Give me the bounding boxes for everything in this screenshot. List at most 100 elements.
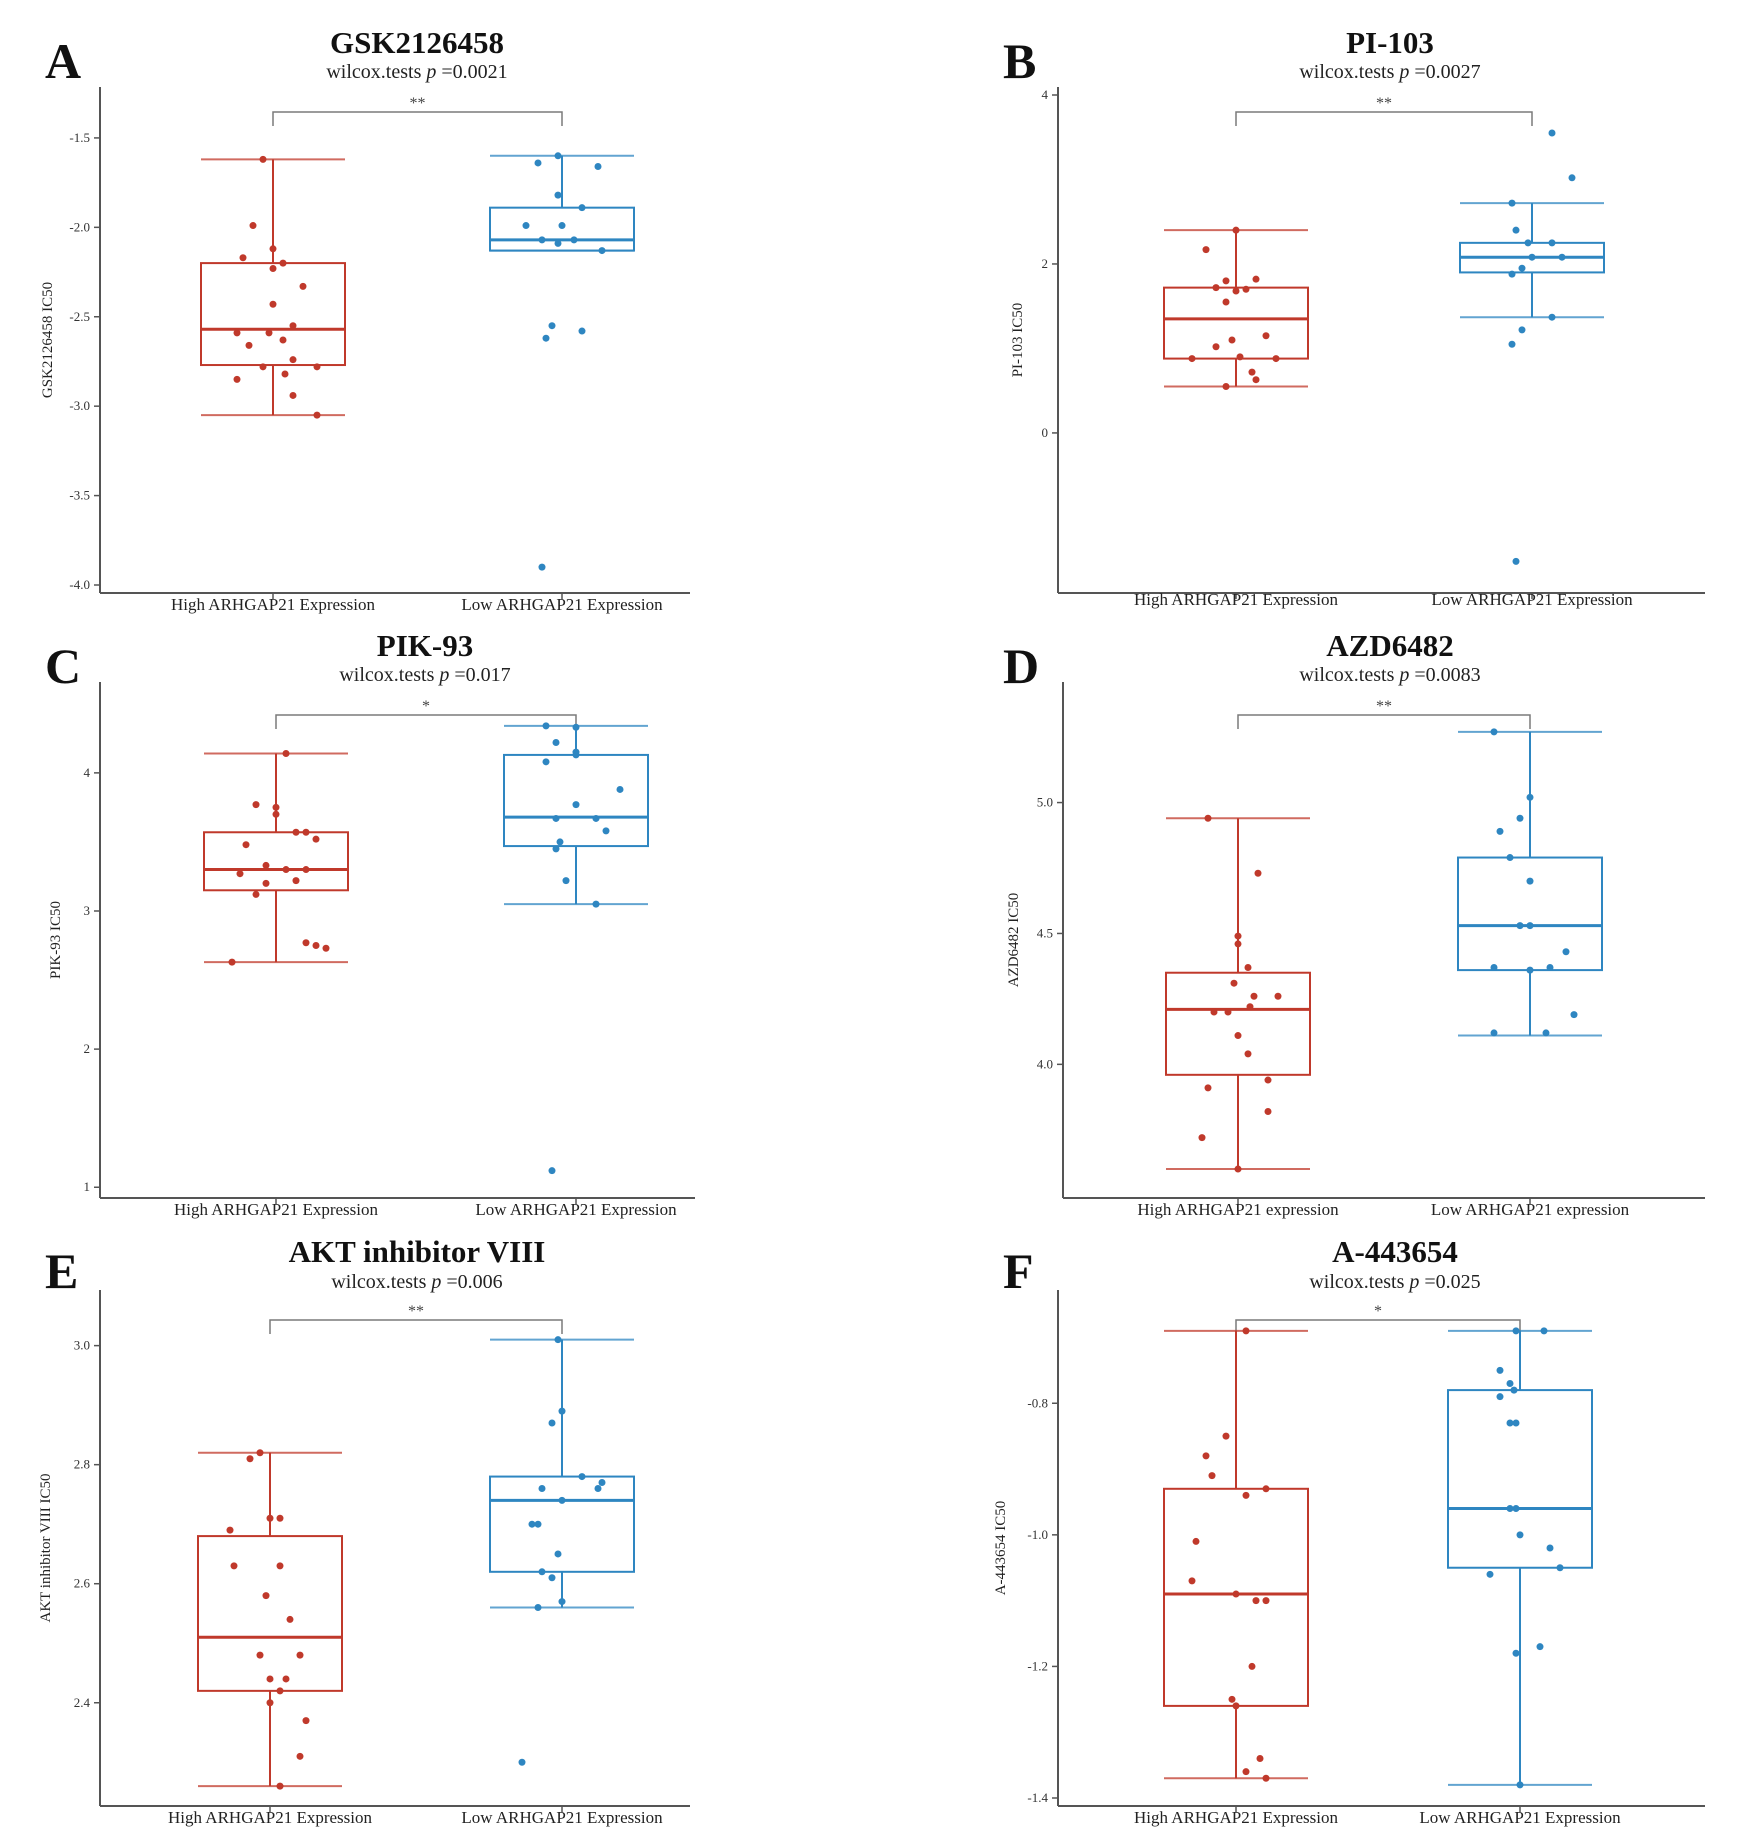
data-point	[302, 866, 310, 874]
data-point	[558, 1598, 566, 1606]
data-point	[1234, 1165, 1242, 1173]
data-point	[1222, 277, 1230, 285]
y-tick-label: -2.0	[69, 219, 90, 234]
data-point	[1536, 1643, 1544, 1651]
data-point	[548, 1574, 556, 1582]
data-point	[1232, 1590, 1240, 1598]
y-tick-label: 3.0	[74, 1338, 90, 1353]
data-point	[302, 939, 310, 947]
data-point	[266, 1675, 274, 1683]
data-point	[538, 236, 546, 244]
data-point	[1496, 1366, 1504, 1374]
data-point	[1262, 1597, 1270, 1605]
series-low	[1447, 1327, 1593, 1789]
significance-bracket	[1235, 111, 1533, 126]
data-point	[616, 785, 624, 793]
panel-letter: D	[1003, 638, 1039, 694]
panel-subtitle: wilcox.tests p =0.0083	[1299, 664, 1480, 686]
series-low	[489, 1336, 635, 1766]
box	[489, 1475, 635, 1573]
subtitle-p: p	[424, 61, 436, 83]
data-point	[1528, 253, 1536, 261]
data-point	[1518, 326, 1526, 334]
data-point	[279, 336, 287, 344]
data-point	[1244, 963, 1252, 971]
y-tick-label: 0	[1042, 425, 1049, 440]
series-high	[1163, 1327, 1309, 1782]
data-point	[1516, 1781, 1524, 1789]
box	[203, 831, 349, 892]
data-point	[598, 1479, 606, 1487]
x-category-label: High ARHGAP21 expression	[1137, 1200, 1339, 1219]
data-point	[266, 1699, 274, 1707]
data-point	[542, 758, 550, 766]
data-point	[226, 1526, 234, 1534]
data-point	[594, 163, 602, 171]
y-tick-label: 1	[84, 1179, 91, 1194]
data-point	[1252, 376, 1260, 384]
data-point	[245, 341, 253, 349]
data-point	[1490, 963, 1498, 971]
data-point	[554, 1336, 562, 1344]
data-point	[1526, 877, 1534, 885]
data-point	[572, 801, 580, 809]
data-point	[259, 363, 267, 371]
data-point	[269, 245, 277, 253]
data-point	[570, 236, 578, 244]
data-point	[1506, 1505, 1514, 1513]
data-point	[292, 877, 300, 885]
data-point	[542, 722, 550, 730]
y-tick-label: 2.8	[74, 1457, 90, 1472]
data-point	[1510, 1386, 1518, 1394]
data-point	[1188, 355, 1196, 363]
data-point	[592, 900, 600, 908]
data-point	[1262, 332, 1270, 340]
subtitle-value: =0.017	[449, 664, 510, 686]
y-tick-label: -0.8	[1027, 1395, 1048, 1410]
panel-subtitle: wilcox.tests p =0.017	[339, 664, 510, 686]
subtitle-test: wilcox.tests	[331, 1271, 431, 1293]
subtitle-test: wilcox.tests	[339, 664, 439, 686]
series-high	[200, 155, 346, 419]
data-point	[1512, 1505, 1520, 1513]
panel-letter: E	[45, 1243, 78, 1299]
data-point	[252, 890, 260, 898]
panel-subtitle: wilcox.tests p =0.0021	[326, 61, 507, 83]
data-point	[1548, 129, 1556, 137]
panel-letter: B	[1003, 33, 1036, 89]
data-point	[1508, 199, 1516, 207]
data-point	[276, 1562, 284, 1570]
data-point	[289, 356, 297, 364]
significance-bracket	[1237, 714, 1531, 729]
data-point	[276, 1782, 284, 1790]
data-point	[1212, 343, 1220, 351]
box	[200, 262, 346, 367]
subtitle-p: p	[429, 1271, 441, 1293]
x-category-label: Low ARHGAP21 Expression	[475, 1200, 677, 1219]
panel-title: GSK2126458	[330, 25, 504, 60]
subtitle-p: p	[437, 664, 449, 686]
data-point	[228, 958, 236, 966]
data-point	[1262, 1485, 1270, 1493]
panel-subtitle: wilcox.tests p =0.006	[331, 1271, 502, 1293]
data-point	[256, 1449, 264, 1457]
y-tick-label: 2	[84, 1041, 91, 1056]
significance-label: **	[408, 1303, 424, 1320]
data-point	[1252, 275, 1260, 283]
data-point	[1228, 336, 1236, 344]
data-point	[558, 1496, 566, 1504]
y-tick-label: 2.4	[74, 1695, 91, 1710]
data-point	[554, 239, 562, 247]
data-point	[265, 329, 273, 337]
data-point	[562, 877, 570, 885]
data-point	[281, 370, 289, 378]
data-point	[522, 222, 530, 230]
data-point	[1516, 1531, 1524, 1539]
data-point	[1556, 1564, 1564, 1572]
subtitle-value: =0.025	[1419, 1271, 1480, 1293]
data-point	[548, 1419, 556, 1427]
data-point	[1542, 1029, 1550, 1037]
significance-label: **	[1376, 95, 1392, 112]
